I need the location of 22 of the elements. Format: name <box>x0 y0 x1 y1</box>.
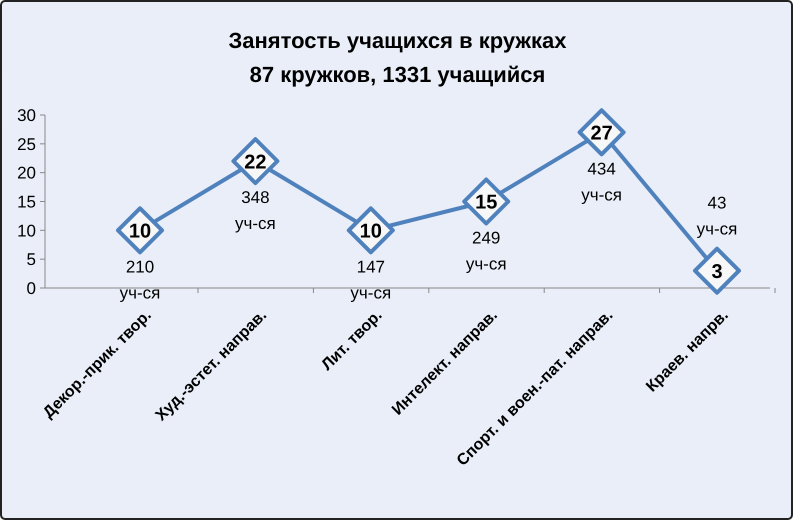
data-label: 15 <box>475 192 498 214</box>
data-label: 27 <box>590 122 613 144</box>
y-tick-label: 0 <box>26 278 36 298</box>
annotation: 249 уч-ся <box>466 228 507 274</box>
annotation: 210 уч-ся <box>120 257 160 302</box>
chart-title: Занятость учащихся в кружках <box>228 28 568 53</box>
y-tick-label: 5 <box>26 250 36 270</box>
annotation: 43 уч-ся <box>696 194 738 239</box>
annotation: 147 уч-ся <box>350 257 392 302</box>
data-label: 22 <box>244 151 267 174</box>
y-tick-label: 20 <box>17 164 36 183</box>
chart-subtitle: 87 кружков, 1331 учащийся <box>250 62 546 87</box>
annotation: 434 уч-ся <box>581 159 622 204</box>
data-label: 10 <box>360 220 382 243</box>
y-tick-label: 10 <box>17 221 36 240</box>
y-tick-label: 30 <box>17 106 36 125</box>
annotation: 348 уч-ся <box>235 188 276 234</box>
y-tick-label: 25 <box>17 134 36 154</box>
data-label: 3 <box>711 260 723 283</box>
data-label: 10 <box>128 220 152 243</box>
y-tick-label: 15 <box>17 192 36 212</box>
point <box>693 246 741 295</box>
